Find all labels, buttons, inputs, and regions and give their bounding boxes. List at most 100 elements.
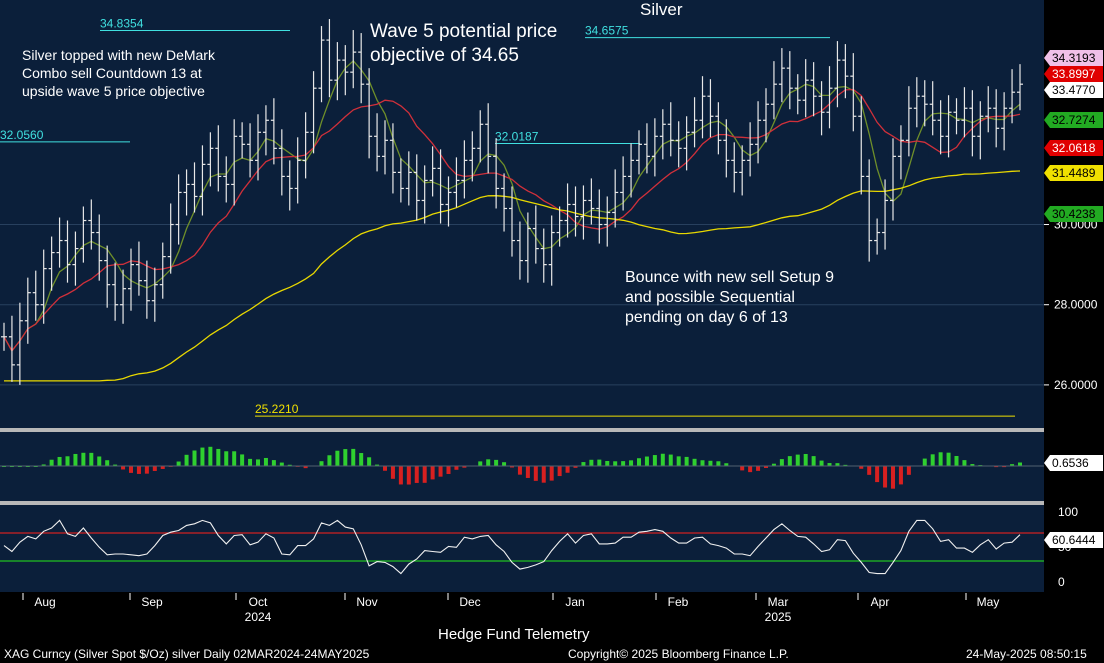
histogram-bar <box>724 463 729 466</box>
price-bar <box>667 102 674 157</box>
price-bar <box>985 86 992 133</box>
month-label: Sep <box>141 595 163 609</box>
histogram-bar <box>883 466 888 488</box>
grid <box>0 224 1044 386</box>
price-bar <box>763 88 769 143</box>
price-bar <box>16 302 23 385</box>
badge-shape <box>1044 112 1103 128</box>
histogram-bar <box>89 452 94 466</box>
histogram-bar <box>668 454 673 466</box>
histogram-bar <box>756 466 761 471</box>
price-bar <box>778 48 785 103</box>
histogram-bar <box>367 457 372 466</box>
indicator-1-panel <box>0 446 1044 489</box>
price-bar <box>691 97 698 148</box>
annotation-bounce: Bounce with new sell Setup 9 and possibl… <box>625 269 835 326</box>
histogram-bar <box>49 459 54 466</box>
price-bar <box>723 119 730 178</box>
month-label: Jan <box>565 595 584 609</box>
price-bar <box>104 245 111 308</box>
badge-label: 32.0618 <box>1052 141 1096 155</box>
month-label: Dec <box>459 595 480 609</box>
price-bar <box>112 262 119 321</box>
histogram-bar <box>700 460 705 466</box>
histogram-bar <box>136 466 141 474</box>
histogram-bar <box>486 459 491 466</box>
price-bar <box>612 169 619 228</box>
price-bar <box>1009 69 1016 124</box>
histogram-bar <box>708 460 713 466</box>
histogram-bar <box>351 448 356 466</box>
histogram-bar <box>930 454 935 466</box>
histogram-bar <box>335 450 340 466</box>
price-bar <box>151 267 158 322</box>
histogram-bar <box>573 466 578 468</box>
histogram-bar <box>359 453 364 466</box>
chart-title: Silver <box>640 0 683 19</box>
price-bar <box>588 178 595 225</box>
histogram-bar <box>811 456 816 466</box>
histogram-bar <box>1010 464 1015 466</box>
price-bar <box>699 76 706 139</box>
histogram-bar <box>390 466 395 479</box>
histogram-bar <box>152 466 157 471</box>
price-bar <box>207 132 214 187</box>
histogram-bar <box>446 466 451 474</box>
histogram-bar <box>875 466 880 483</box>
histogram-bar <box>65 456 70 466</box>
histogram-bar <box>660 453 665 466</box>
price-bar <box>24 277 31 344</box>
price-bar <box>342 45 349 96</box>
histogram-bar <box>398 466 403 485</box>
price-bar <box>135 241 142 296</box>
price-bar <box>628 143 635 198</box>
price-bar <box>286 160 293 211</box>
price-bar <box>294 137 301 204</box>
price-bar <box>358 33 365 104</box>
histogram-bar <box>303 466 308 469</box>
histogram-bar <box>406 466 411 485</box>
histogram-bar <box>541 466 546 483</box>
histogram-bar <box>430 466 435 480</box>
badge-shape <box>1044 165 1103 181</box>
annotation-left: Silver topped with new DeMark Combo sell… <box>22 47 215 99</box>
price-bar <box>890 138 896 221</box>
annotation-top: Wave 5 potential price objective of 34.6… <box>370 21 558 66</box>
histogram-bar <box>906 466 911 475</box>
indicator-2-badge: 60.6444 <box>1044 532 1103 548</box>
price-bar <box>437 149 444 224</box>
histogram-bar <box>383 466 387 471</box>
histogram-bar <box>176 461 181 466</box>
histogram-bar <box>216 448 221 466</box>
histogram-bar <box>375 464 380 466</box>
month-label: Oct <box>249 595 268 609</box>
price-bar <box>191 162 198 213</box>
histogram-bar <box>676 456 681 466</box>
price-bar <box>937 100 944 155</box>
price-bar <box>659 109 666 160</box>
histogram-bar <box>478 461 483 466</box>
histogram-bar <box>248 458 253 466</box>
histogram-bar <box>57 456 62 466</box>
price-bar <box>715 102 722 155</box>
price-bar <box>683 116 690 171</box>
price-bar <box>445 176 452 227</box>
histogram-bar <box>327 455 332 466</box>
price-badge: 33.4770 <box>1044 82 1103 98</box>
price-bar <box>413 154 420 221</box>
histogram-bar <box>684 456 689 466</box>
price-bars <box>0 19 1044 505</box>
histogram-bar <box>637 458 641 466</box>
histogram-bar <box>898 466 903 485</box>
price-bar <box>326 19 333 98</box>
price-bar <box>120 269 127 324</box>
histogram-bar <box>565 466 570 473</box>
histogram-bar <box>105 460 110 466</box>
histogram-bar <box>208 446 213 466</box>
histogram-bar <box>938 452 943 466</box>
price-bar <box>278 129 285 196</box>
histogram-bar <box>827 463 832 466</box>
price-bar <box>56 217 63 268</box>
level-lines: 34.8354 34.6575 32.0560 32.0187 25.2210 <box>0 16 1015 417</box>
panel-divider <box>0 428 1044 432</box>
